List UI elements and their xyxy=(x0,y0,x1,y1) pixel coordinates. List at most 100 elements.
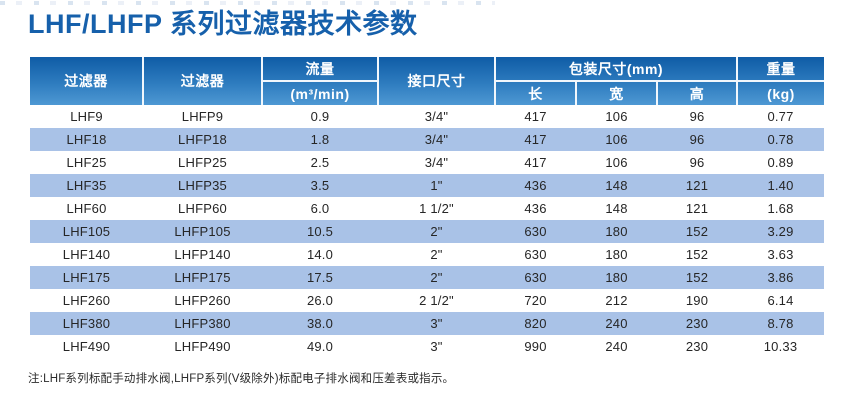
table-cell: LHF175 xyxy=(62,270,111,285)
table-cell: 106 xyxy=(605,109,628,124)
table-cell: 3/4" xyxy=(424,109,449,124)
table-row: LHF18 LHFP18 1.8 3/4" 417 106 96 0.78 xyxy=(30,128,824,151)
table-cell: 2" xyxy=(430,270,443,285)
col-header-length: 长 xyxy=(494,80,576,105)
table-row: LHF60 LHFP60 6.0 1 1/2" 436 148 121 1.68 xyxy=(30,197,824,220)
table-cell: 0.77 xyxy=(767,109,794,124)
table-cell: 0.78 xyxy=(767,132,794,147)
table-cell: LHF35 xyxy=(66,178,107,193)
table-cell: LHF140 xyxy=(62,247,111,262)
table-cell: 436 xyxy=(524,201,547,216)
table-cell: LHF105 xyxy=(62,224,111,239)
table-cell: 2" xyxy=(430,247,443,262)
table-body: LHF9 LHFP9 0.9 3/4" 417 106 96 0.77 LHF18 LHFP18 1… xyxy=(30,105,824,358)
table-cell: 240 xyxy=(605,316,628,331)
table-cell: LHFP105 xyxy=(174,224,231,239)
col-header-weight-unit: (kg) xyxy=(736,80,824,105)
table-cell: 3/4" xyxy=(424,155,449,170)
table-cell: 10.5 xyxy=(306,224,334,239)
table-cell: 10.33 xyxy=(763,339,798,354)
table-cell: 720 xyxy=(524,293,547,308)
table-cell: 230 xyxy=(685,339,709,354)
table-cell: 152 xyxy=(685,270,709,285)
table-row: LHF260 LHFP260 26.0 2 1/2" 720 212 190 6.14 xyxy=(30,289,824,312)
col-header-port-size: 接口尺寸 xyxy=(377,57,495,105)
table-cell: LHF60 xyxy=(66,201,107,216)
table-row: LHF175 LHFP175 17.5 2" 630 180 152 3.86 xyxy=(30,266,824,289)
col-header-filter-lhfp: 过滤器 xyxy=(142,57,262,105)
table-cell: 6.14 xyxy=(767,293,794,308)
table-cell: 96 xyxy=(689,109,705,124)
table-cell: LHF18 xyxy=(66,132,107,147)
table-cell: 212 xyxy=(605,293,628,308)
col-header-flow-unit: (m³/min) xyxy=(261,80,378,105)
table-cell: 3.5 xyxy=(310,178,330,193)
table-cell: 3" xyxy=(430,316,443,331)
table-cell: 1.40 xyxy=(767,178,794,193)
table-cell: LHFP60 xyxy=(178,201,227,216)
table-header: 过滤器 过滤器 流量 接口尺寸 包装尺寸(mm) 重量 (m³/min) 长 宽… xyxy=(30,57,824,105)
table-cell: 3/4" xyxy=(424,132,449,147)
table-cell: 148 xyxy=(605,201,628,216)
table-cell: LHFP18 xyxy=(178,132,227,147)
header-row-2: (m³/min) 长 宽 高 (kg) xyxy=(30,80,824,105)
table-cell: 436 xyxy=(524,178,547,193)
table-cell: 152 xyxy=(685,247,709,262)
page-title: LHF/LHFP 系列过滤器技术参数 xyxy=(28,9,418,39)
table-cell: LHFP490 xyxy=(174,339,231,354)
table-cell: 1" xyxy=(430,178,443,193)
table-cell: LHFP380 xyxy=(174,316,231,331)
table-cell: LHFP140 xyxy=(174,247,231,262)
table-cell: LHFP260 xyxy=(174,293,231,308)
table-row: LHF490 LHFP490 49.0 3" 990 240 230 10.33 xyxy=(30,335,824,358)
table-cell: 2 1/2" xyxy=(419,293,454,308)
table-cell: 6.0 xyxy=(310,201,330,216)
col-header-width: 宽 xyxy=(575,80,657,105)
header-row-1: 过滤器 过滤器 流量 接口尺寸 包装尺寸(mm) 重量 xyxy=(30,57,824,105)
table-cell: LHF260 xyxy=(62,293,111,308)
col-header-flow: 流量 xyxy=(261,57,378,81)
table-cell: LHF490 xyxy=(62,339,111,354)
table-cell: 3.63 xyxy=(767,247,794,262)
table-row: LHF25 LHFP25 2.5 3/4" 417 106 96 0.89 xyxy=(30,151,824,174)
footnote: 注:LHF系列标配手动排水阀,LHFP系列(V级除外)标配电子排水阀和压差表或指… xyxy=(28,373,455,385)
table-cell: 190 xyxy=(685,293,709,308)
table-cell: 3" xyxy=(430,339,443,354)
table-cell: 121 xyxy=(685,201,709,216)
table-cell: 230 xyxy=(685,316,709,331)
table-row: LHF35 LHFP35 3.5 1" 436 148 121 1.40 xyxy=(30,174,824,197)
table-cell: 1 1/2" xyxy=(419,201,454,216)
table-cell: 2" xyxy=(430,224,443,239)
col-header-package-size: 包装尺寸(mm) xyxy=(494,57,737,81)
cropped-text-artifact xyxy=(0,1,495,5)
table-cell: 38.0 xyxy=(306,316,334,331)
col-header-weight: 重量 xyxy=(736,57,824,81)
table-cell: 630 xyxy=(524,224,547,239)
table-row: LHF140 LHFP140 14.0 2" 630 180 152 3.63 xyxy=(30,243,824,266)
table-cell: 180 xyxy=(605,224,628,239)
table-cell: 49.0 xyxy=(306,339,334,354)
table-cell: 3.86 xyxy=(767,270,794,285)
table-row: LHF105 LHFP105 10.5 2" 630 180 152 3.29 xyxy=(30,220,824,243)
table-cell: 180 xyxy=(605,247,628,262)
table-cell: LHF9 xyxy=(70,109,103,124)
table-cell: 0.9 xyxy=(310,109,330,124)
table-cell: 121 xyxy=(685,178,709,193)
table-cell: 106 xyxy=(605,132,628,147)
table-cell: 990 xyxy=(524,339,547,354)
table-cell: 0.89 xyxy=(767,155,794,170)
table-cell: LHFP35 xyxy=(178,178,227,193)
table-cell: 3.29 xyxy=(767,224,794,239)
table-cell: 8.78 xyxy=(767,316,794,331)
table-cell: 148 xyxy=(605,178,628,193)
table-cell: 106 xyxy=(605,155,628,170)
table-cell: 14.0 xyxy=(306,247,334,262)
table-row: LHF380 LHFP380 38.0 3" 820 240 230 8.78 xyxy=(30,312,824,335)
table-cell: 240 xyxy=(605,339,628,354)
table-cell: LHFP175 xyxy=(174,270,231,285)
table-cell: 630 xyxy=(524,270,547,285)
table-cell: 96 xyxy=(689,155,705,170)
table-cell: 630 xyxy=(524,247,547,262)
table-cell: 820 xyxy=(524,316,547,331)
